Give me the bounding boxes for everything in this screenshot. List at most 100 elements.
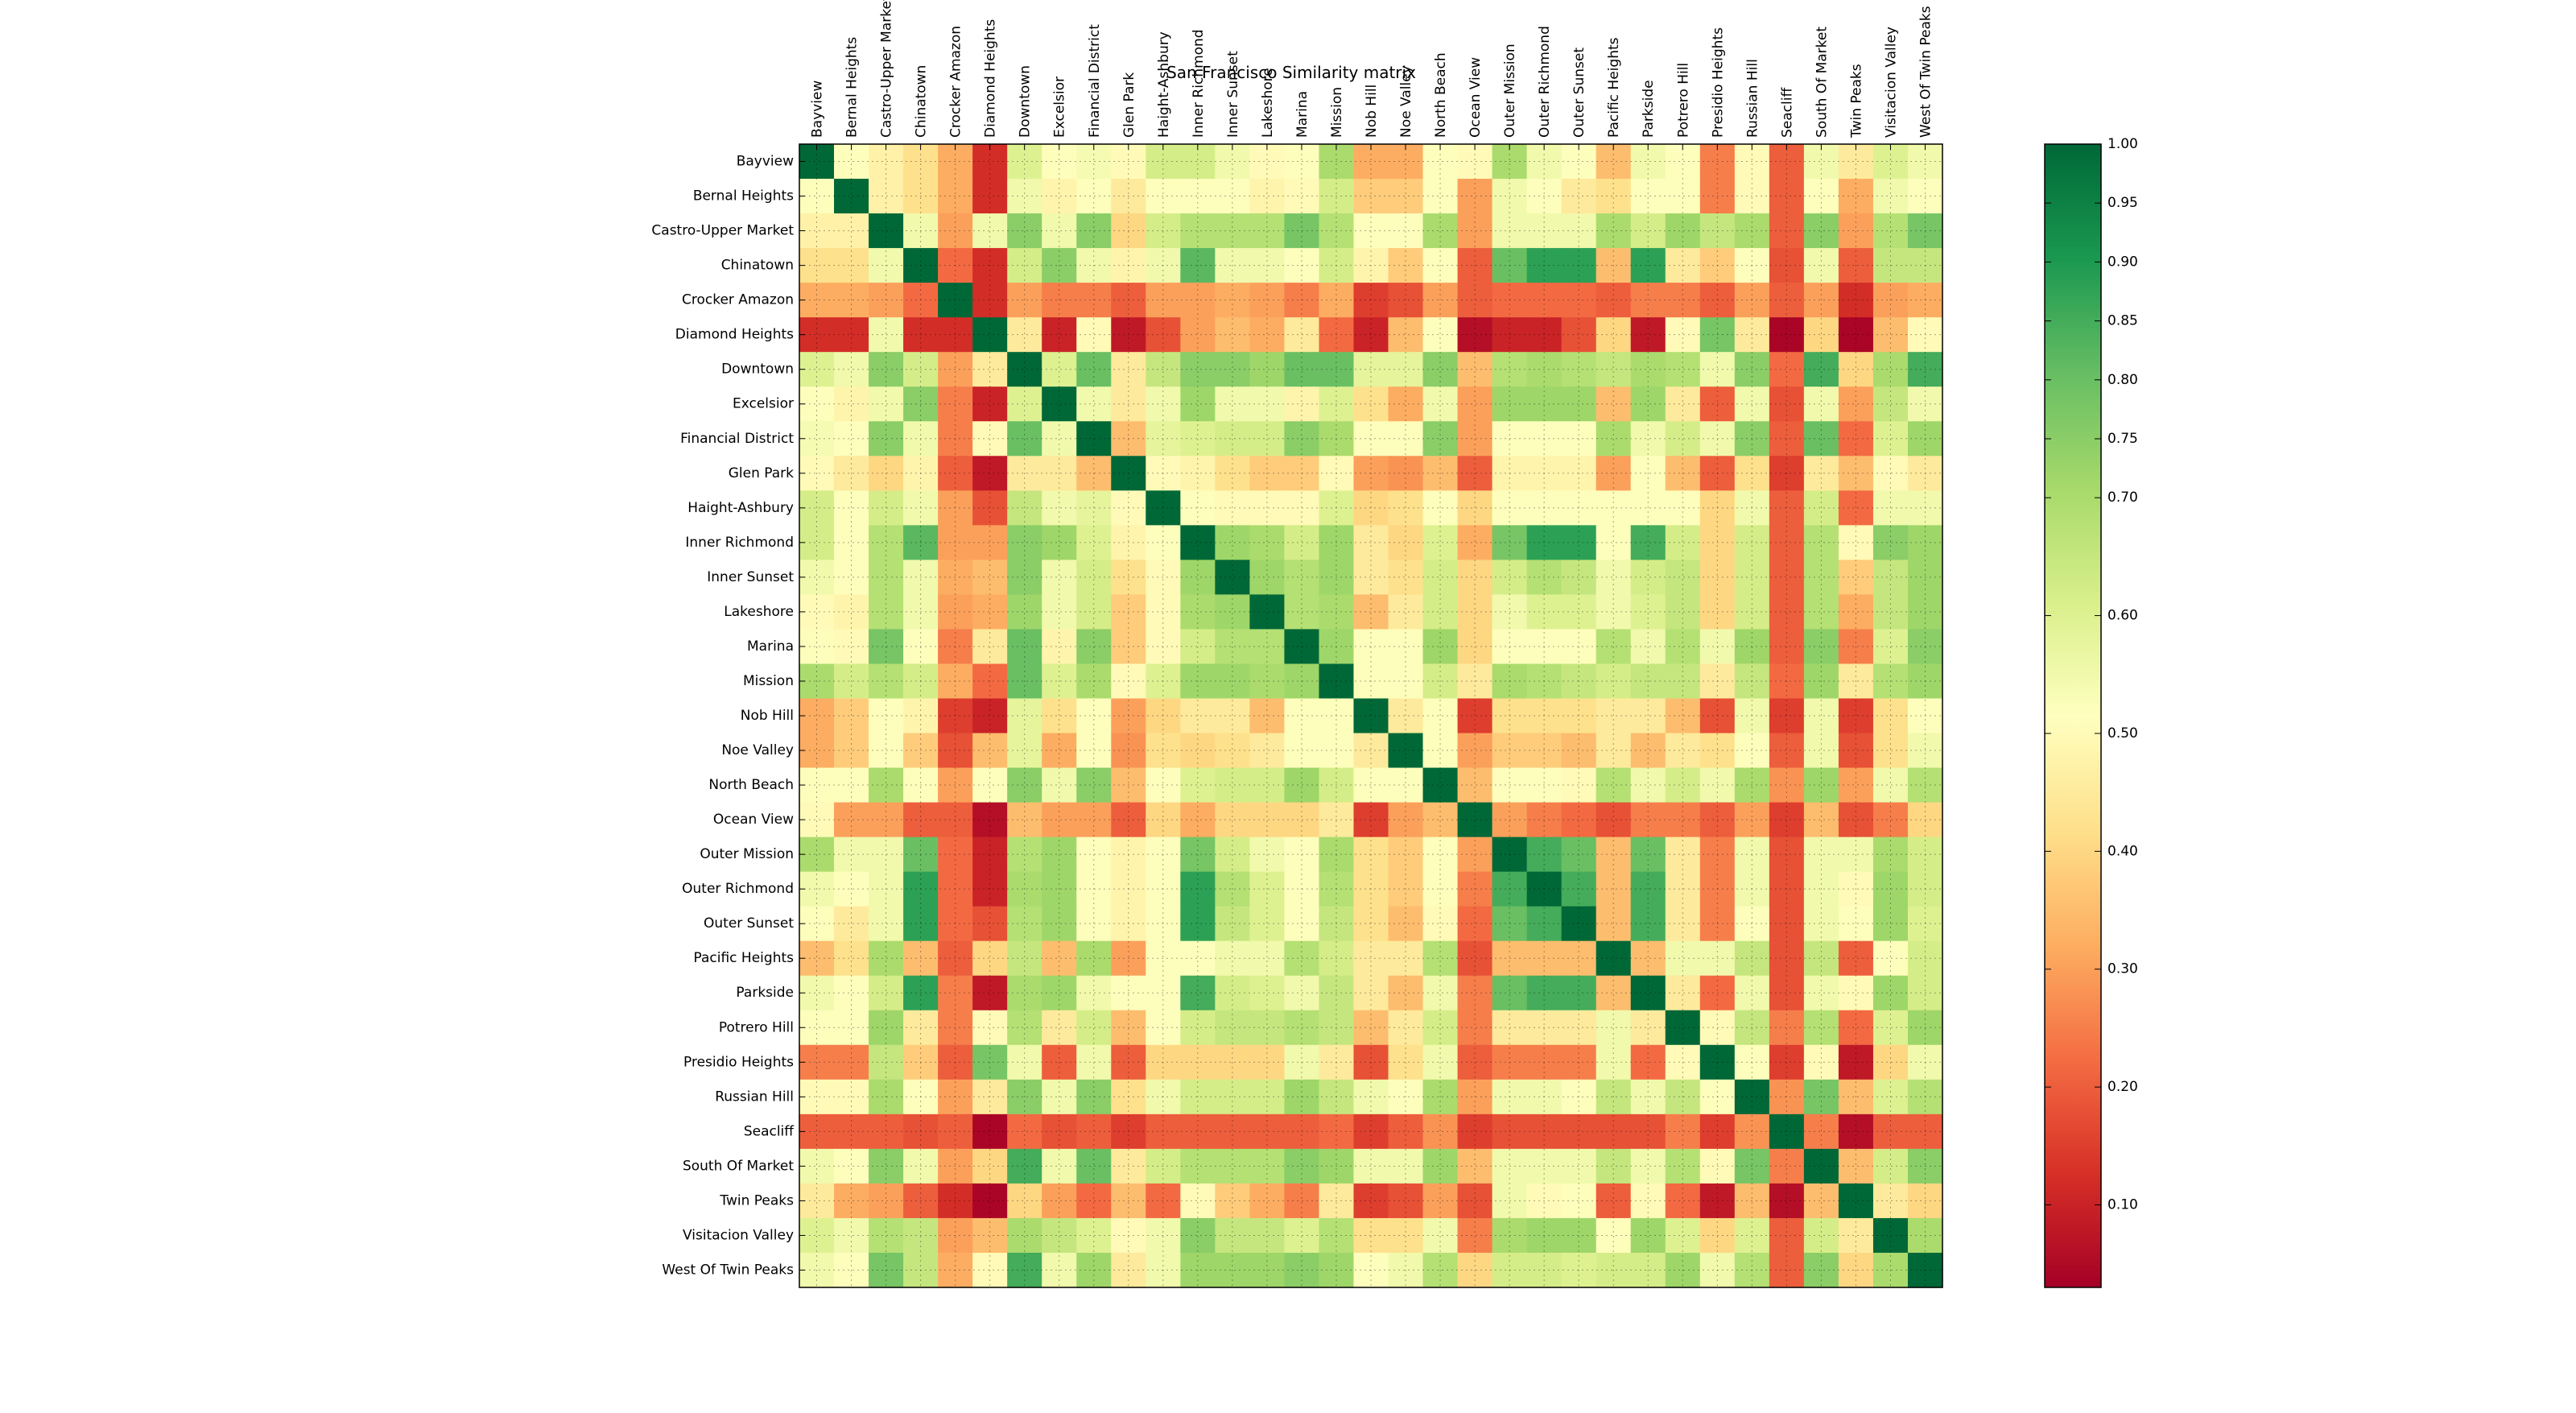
heatmap-cell bbox=[972, 1010, 1008, 1046]
heatmap-cell bbox=[1492, 802, 1528, 838]
heatmap-cell bbox=[938, 560, 973, 595]
y-tick-label: Pacific Heights bbox=[694, 950, 795, 966]
heatmap-cell bbox=[1215, 837, 1250, 873]
heatmap-cell bbox=[1907, 1217, 1943, 1254]
heatmap-cell bbox=[1007, 421, 1042, 457]
heatmap-cell bbox=[1838, 629, 1874, 665]
heatmap-cell bbox=[1665, 1217, 1701, 1254]
heatmap-cell bbox=[1907, 802, 1943, 838]
heatmap-cell bbox=[903, 352, 939, 387]
heatmap-cell bbox=[1422, 317, 1459, 353]
heatmap-cell bbox=[1630, 594, 1666, 630]
heatmap-cell bbox=[1076, 1079, 1112, 1115]
heatmap-cell bbox=[1526, 1113, 1563, 1150]
heatmap-cell bbox=[1319, 386, 1355, 422]
heatmap-cell bbox=[1146, 386, 1181, 422]
heatmap-cell bbox=[1042, 1252, 1077, 1288]
heatmap-cell bbox=[1526, 629, 1563, 665]
heatmap-cell bbox=[1388, 940, 1424, 977]
heatmap-cell bbox=[1215, 1044, 1250, 1080]
heatmap-cell bbox=[1284, 1113, 1320, 1150]
heatmap-cell bbox=[1803, 767, 1839, 804]
heatmap-cell bbox=[869, 213, 904, 249]
x-tick-label: Pacific Heights bbox=[1606, 37, 1622, 138]
heatmap-cell bbox=[1249, 144, 1286, 180]
heatmap-cell bbox=[1111, 663, 1146, 700]
heatmap-cell bbox=[1180, 525, 1216, 560]
heatmap-cell bbox=[1526, 733, 1563, 769]
heatmap-cell bbox=[1249, 906, 1286, 942]
heatmap-cell bbox=[1838, 525, 1874, 560]
heatmap-cell bbox=[1872, 871, 1909, 907]
heatmap-cell bbox=[1215, 802, 1250, 838]
heatmap-cell bbox=[1803, 733, 1839, 769]
heatmap-cell bbox=[799, 906, 835, 942]
heatmap-cell bbox=[799, 1217, 835, 1254]
heatmap-cell bbox=[834, 317, 869, 353]
heatmap-cell bbox=[1803, 1044, 1839, 1080]
heatmap-cell bbox=[799, 594, 835, 630]
heatmap-cell bbox=[1284, 1079, 1320, 1115]
heatmap-cell bbox=[903, 248, 939, 283]
heatmap-cell bbox=[1388, 975, 1424, 1011]
heatmap-cell bbox=[1492, 525, 1528, 560]
heatmap-cell bbox=[1907, 560, 1943, 595]
heatmap-cell bbox=[1076, 1148, 1112, 1184]
y-tick-label: Presidio Heights bbox=[683, 1054, 794, 1070]
heatmap-cell bbox=[1353, 525, 1389, 560]
heatmap-cell bbox=[1457, 317, 1493, 353]
colorbar-tick-label: 0.70 bbox=[2107, 490, 2138, 506]
heatmap-cell bbox=[799, 802, 835, 838]
heatmap-cell bbox=[1284, 906, 1320, 942]
heatmap-cell bbox=[1526, 1044, 1563, 1080]
heatmap-cell bbox=[1803, 1148, 1839, 1184]
heatmap-cell bbox=[1734, 698, 1770, 734]
heatmap-cell bbox=[903, 1010, 939, 1046]
heatmap-cell bbox=[1284, 871, 1320, 907]
y-tick-label: Lakeshore bbox=[724, 604, 794, 620]
heatmap-cell bbox=[1111, 1010, 1146, 1046]
heatmap-cell bbox=[1353, 837, 1389, 873]
heatmap-cell bbox=[1492, 1010, 1528, 1046]
heatmap-cell bbox=[1457, 1217, 1493, 1254]
x-tick-label: West Of Twin Peaks bbox=[1918, 6, 1934, 138]
heatmap-cell bbox=[1180, 733, 1216, 769]
heatmap-cell bbox=[1076, 629, 1112, 665]
x-tick-label: South Of Market bbox=[1814, 27, 1830, 138]
heatmap-cell bbox=[1872, 1010, 1909, 1046]
heatmap-cell bbox=[1872, 940, 1909, 977]
heatmap-cell bbox=[1215, 767, 1250, 804]
heatmap-cell bbox=[1076, 906, 1112, 942]
heatmap-cell bbox=[1838, 1044, 1874, 1080]
heatmap-cell bbox=[1803, 698, 1839, 734]
heatmap-cell bbox=[1319, 248, 1355, 283]
heatmap-cell bbox=[1699, 421, 1736, 457]
heatmap-cell bbox=[1492, 837, 1528, 873]
heatmap-cell bbox=[1007, 767, 1042, 804]
heatmap-cell bbox=[1284, 733, 1320, 769]
heatmap-cell bbox=[1111, 421, 1146, 457]
heatmap-cell bbox=[1353, 560, 1389, 595]
heatmap-cell bbox=[1388, 248, 1424, 283]
heatmap-cell bbox=[834, 1183, 869, 1219]
heatmap-cell bbox=[1284, 283, 1320, 318]
heatmap-cell bbox=[972, 386, 1008, 422]
heatmap-cell bbox=[1076, 1217, 1112, 1254]
heatmap-cell bbox=[1042, 1044, 1077, 1080]
heatmap-cell bbox=[972, 940, 1008, 977]
heatmap-cell bbox=[1457, 1044, 1493, 1080]
heatmap-cell bbox=[1699, 213, 1736, 249]
heatmap-cell bbox=[938, 525, 973, 560]
heatmap-cell bbox=[799, 733, 835, 769]
heatmap-cell bbox=[1457, 906, 1493, 942]
heatmap-cell bbox=[1769, 1010, 1805, 1046]
heatmap-cell bbox=[1872, 386, 1909, 422]
heatmap-cell bbox=[1526, 594, 1563, 630]
heatmap-cell bbox=[1180, 352, 1216, 387]
heatmap-cell bbox=[903, 1217, 939, 1254]
heatmap-cell bbox=[1146, 698, 1181, 734]
heatmap-cell bbox=[1249, 1252, 1286, 1288]
heatmap-cell bbox=[1838, 975, 1874, 1011]
heatmap-cell bbox=[1076, 317, 1112, 353]
heatmap-cell bbox=[938, 802, 973, 838]
